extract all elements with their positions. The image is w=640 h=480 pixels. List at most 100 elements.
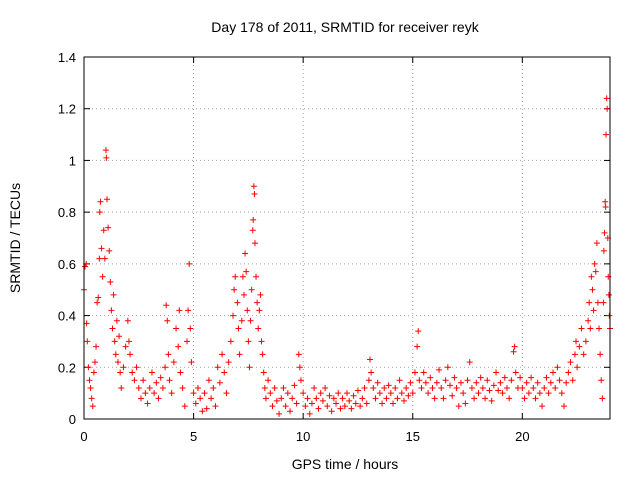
data-point: [155, 395, 162, 402]
data-point: [488, 397, 495, 404]
data-point: [111, 338, 118, 345]
y-ticks: 0 0.2 0.4 0.6 0.8 1 1.2 1.4: [58, 50, 610, 427]
y-tick-label: 1.4: [58, 50, 76, 65]
data-point: [603, 95, 610, 102]
data-point: [328, 408, 335, 415]
data-point: [177, 369, 184, 376]
data-point: [291, 382, 298, 389]
data-point: [176, 307, 183, 314]
data-point: [131, 377, 138, 384]
data-point: [306, 410, 313, 417]
data-point: [576, 343, 583, 350]
data-point: [499, 390, 506, 397]
data-point: [190, 390, 197, 397]
data-point: [262, 395, 269, 402]
data-points: [81, 95, 613, 417]
data-point: [168, 390, 175, 397]
data-point: [116, 333, 123, 340]
data-point: [153, 379, 160, 386]
data-point: [438, 384, 445, 391]
data-point: [477, 374, 484, 381]
data-point: [319, 397, 326, 404]
data-point: [125, 338, 132, 345]
data-point: [429, 384, 436, 391]
data-point: [146, 384, 153, 391]
data-point: [276, 410, 283, 417]
data-point: [212, 403, 219, 410]
data-point: [203, 405, 210, 412]
data-point: [244, 307, 251, 314]
data-point: [120, 364, 127, 371]
data-point: [563, 379, 570, 386]
data-point: [260, 369, 267, 376]
x-tick-label: 5: [190, 429, 197, 444]
data-point: [530, 384, 537, 391]
data-point: [117, 369, 124, 376]
data-point: [135, 384, 142, 391]
data-point: [293, 400, 300, 407]
data-point: [194, 384, 201, 391]
data-point: [403, 384, 410, 391]
data-point: [124, 317, 131, 324]
data-point: [127, 351, 134, 358]
data-point: [94, 299, 101, 306]
data-point: [300, 390, 307, 397]
data-point: [256, 307, 263, 314]
data-point: [248, 286, 255, 293]
data-point: [495, 387, 502, 394]
y-tick-label: 0.2: [58, 360, 76, 375]
data-point: [370, 384, 377, 391]
data-point: [108, 307, 115, 314]
data-point: [411, 369, 418, 376]
data-point: [335, 390, 342, 397]
data-point: [462, 400, 469, 407]
data-point: [98, 245, 105, 252]
data-point: [105, 224, 112, 231]
data-point: [142, 390, 149, 397]
data-point: [457, 379, 464, 386]
data-point: [449, 392, 456, 399]
data-point: [374, 379, 381, 386]
data-point: [251, 240, 258, 247]
y-axis-label: SRMTID / TECUs: [7, 183, 23, 293]
data-point: [239, 273, 246, 280]
data-point: [605, 291, 612, 298]
data-point: [88, 395, 95, 402]
data-point: [245, 338, 252, 345]
x-axis-label: GPS time / hours: [292, 456, 399, 472]
data-point: [475, 390, 482, 397]
data-point: [600, 299, 607, 306]
plot-frame: [83, 56, 611, 420]
y-tick-label: 1: [69, 153, 76, 168]
data-point: [387, 390, 394, 397]
data-point: [89, 403, 96, 410]
x-tick-label: 15: [406, 429, 420, 444]
data-point: [104, 196, 111, 203]
y-tick-label: 0.8: [58, 205, 76, 220]
data-point: [376, 390, 383, 397]
data-point: [521, 395, 528, 402]
data-point: [455, 403, 462, 410]
data-point: [227, 338, 234, 345]
data-point: [100, 227, 107, 234]
data-point: [602, 198, 609, 205]
data-point: [433, 379, 440, 386]
data-point: [87, 384, 94, 391]
data-point: [490, 382, 497, 389]
data-point: [344, 390, 350, 397]
data-point: [394, 395, 401, 402]
data-point: [296, 364, 303, 371]
data-point: [162, 364, 169, 371]
data-point: [589, 286, 596, 293]
data-point: [199, 408, 206, 415]
data-point: [594, 299, 601, 306]
data-point: [157, 374, 164, 381]
data-point: [468, 384, 475, 391]
data-point: [363, 400, 370, 407]
data-point: [261, 384, 268, 391]
data-point: [269, 403, 276, 410]
data-point: [185, 307, 192, 314]
data-point: [99, 273, 106, 280]
data-point: [519, 384, 526, 391]
data-point: [352, 400, 359, 407]
